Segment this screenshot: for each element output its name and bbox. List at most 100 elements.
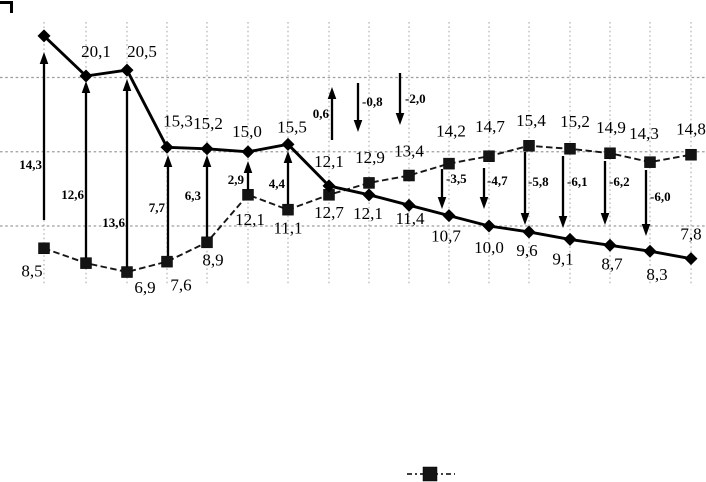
data-label-squares: 14,2 [436, 122, 466, 141]
arrow-up-head [81, 81, 91, 93]
difference-arrow-label: -6,0 [650, 189, 671, 204]
diamond-series-point [643, 244, 657, 258]
data-label-squares: 15,2 [560, 112, 590, 131]
diamond-series-point [79, 69, 93, 83]
diamond-series-point [160, 140, 174, 154]
square-series-point [483, 150, 495, 162]
data-label-diamonds: 20,1 [81, 42, 111, 61]
square-series-point [80, 257, 92, 269]
series-line-squares [43, 144, 692, 273]
data-label-diamonds: 20,5 [127, 42, 157, 61]
arrow-down-head [353, 120, 363, 132]
arrow-down-head [600, 213, 610, 225]
data-label-squares: 7,6 [170, 276, 191, 295]
square-series-point [685, 148, 697, 161]
diamond-series-point [442, 209, 456, 223]
square-series-point [161, 255, 173, 268]
difference-arrow-label: 0,6 [313, 106, 330, 121]
data-label-squares: 8,5 [21, 261, 42, 280]
difference-arrow-label: -6,1 [567, 174, 588, 189]
difference-arrow-label: 7,7 [149, 200, 166, 215]
diamond-series-point [603, 238, 617, 252]
difference-arrow-label: -3,5 [446, 171, 467, 186]
difference-arrow-label: 12,6 [61, 187, 84, 202]
data-label-squares: 12,1 [235, 210, 265, 229]
arrow-up-head [202, 155, 212, 167]
arrow-up-head [39, 52, 49, 64]
legend-key-square-marker [422, 466, 438, 482]
data-label-diamonds: 8,3 [646, 265, 667, 284]
difference-arrow-label: 6,3 [185, 188, 202, 203]
diamond-series-point [563, 232, 577, 246]
square-series-point [564, 143, 576, 155]
difference-arrow-label: -2,0 [405, 91, 426, 106]
data-label-diamonds: 10,7 [431, 227, 461, 246]
difference-arrow-label: 4,4 [269, 176, 286, 191]
arrow-up-head [327, 87, 337, 99]
arrow-down-head [437, 197, 447, 209]
square-series-point [38, 242, 50, 255]
difference-arrow-label: 2,9 [228, 172, 245, 187]
data-label-diamonds: 7,8 [680, 225, 701, 244]
diamond-series-point [37, 29, 51, 43]
difference-arrow-label: -0,8 [362, 94, 383, 109]
data-label-diamonds: 11,4 [395, 209, 425, 228]
data-label-squares: 12,1 [314, 152, 344, 171]
arrow-down-head [558, 216, 568, 228]
data-label-diamonds: 12,1 [353, 204, 383, 223]
square-series-point [282, 203, 294, 216]
crop-corner-mark [10, 1, 13, 13]
arrow-up-head [122, 79, 132, 91]
arrow-up-head [163, 155, 173, 167]
square-series-point [523, 140, 535, 152]
diamond-series-point [482, 219, 496, 233]
diamond-series-point [120, 63, 134, 77]
square-series-point [644, 156, 656, 168]
diamond-series-point [241, 145, 255, 159]
diamond-series-point [362, 188, 376, 202]
data-label-squares: 15,4 [516, 111, 546, 130]
data-label-squares: 12,9 [355, 148, 385, 167]
arrow-down-head [479, 197, 489, 209]
diamond-series-point [684, 252, 698, 266]
data-label-squares: 14,9 [596, 118, 626, 137]
data-label-squares: 14,3 [629, 124, 659, 143]
data-label-squares: 14,7 [475, 117, 505, 136]
data-label-diamonds: 15,0 [232, 122, 262, 141]
arrow-down-head [395, 113, 405, 125]
data-label-diamonds: 12,7 [314, 203, 344, 222]
data-label-diamonds: 15,5 [277, 117, 307, 136]
crop-corner-mark [0, 1, 13, 4]
data-label-diamonds: 10,0 [474, 238, 504, 257]
square-series-point [121, 266, 133, 278]
diamond-series-point [322, 179, 336, 193]
square-series-point [604, 147, 616, 159]
diamond-series-point [522, 225, 536, 239]
arrow-up-head [243, 161, 253, 173]
arrow-up-head [283, 151, 293, 163]
difference-arrow-label: -4,7 [487, 173, 508, 188]
square-series-point [242, 189, 254, 201]
data-label-squares: 14,8 [676, 120, 706, 139]
difference-arrow-label: -6,2 [609, 174, 630, 189]
data-label-squares: 8,9 [202, 250, 223, 269]
diamond-series-point [281, 137, 295, 151]
square-series-point [403, 169, 415, 182]
difference-arrow-label: 14,3 [19, 157, 42, 172]
difference-arrow-label: -5,8 [528, 174, 549, 189]
diamond-series-point [402, 198, 416, 212]
square-series-point [363, 177, 375, 189]
diamond-series-point [200, 142, 214, 156]
data-label-diamonds: 15,2 [193, 114, 223, 133]
difference-arrow-label: 13,6 [102, 215, 125, 230]
data-label-diamonds: 9,1 [552, 249, 573, 268]
data-label-squares: 11,1 [273, 219, 302, 238]
square-series-point [201, 236, 213, 249]
arrow-down-head [641, 224, 651, 236]
square-series-point [443, 157, 455, 170]
data-label-squares: 13,4 [394, 142, 424, 161]
data-label-diamonds: 9,6 [516, 241, 537, 260]
